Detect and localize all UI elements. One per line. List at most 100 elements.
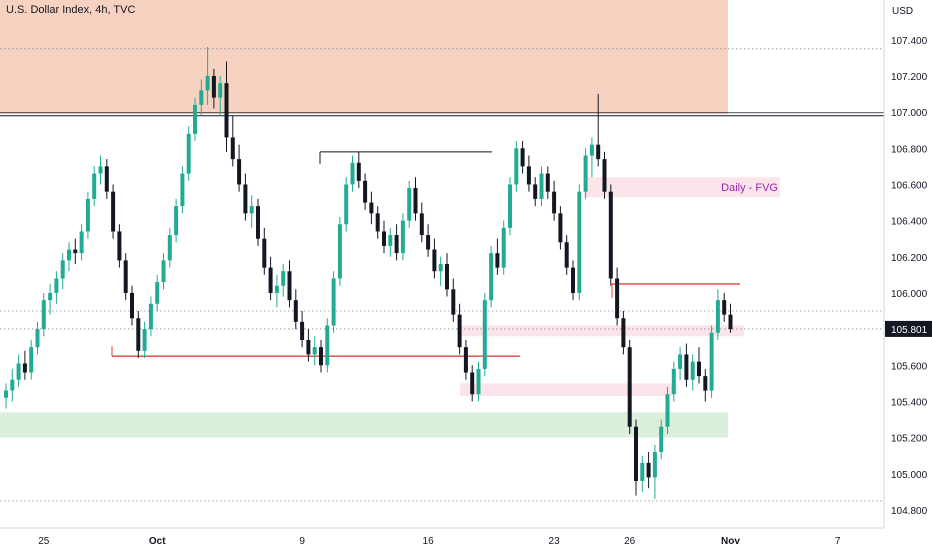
candle-body <box>29 347 34 373</box>
candle-body <box>337 224 342 279</box>
candle-body <box>281 271 286 286</box>
candle <box>697 347 701 384</box>
candle-body <box>602 159 607 192</box>
candle <box>665 386 670 434</box>
candle-body <box>608 191 613 279</box>
candle <box>558 206 563 250</box>
symbol-title[interactable]: U.S. Dollar Index, 4h, TVC <box>6 4 136 16</box>
candle <box>274 274 279 308</box>
candle <box>300 311 305 348</box>
candle-body <box>325 325 330 366</box>
candle-body <box>48 292 53 301</box>
candle-body <box>111 191 116 232</box>
candle <box>268 256 273 301</box>
candle <box>224 61 229 152</box>
candle-body <box>148 303 153 330</box>
candle <box>728 303 733 333</box>
currency-label[interactable]: USD <box>892 6 914 17</box>
candle-body <box>130 292 134 319</box>
candle-body <box>634 426 638 481</box>
candle-body <box>85 198 90 232</box>
demand-zone <box>0 412 728 438</box>
candle-body <box>652 452 657 478</box>
candle-body <box>407 188 412 221</box>
candle <box>155 274 160 312</box>
supply-zone <box>0 0 728 114</box>
candle <box>382 220 386 254</box>
candle <box>60 253 65 290</box>
candle <box>615 267 620 326</box>
candle-body <box>621 318 626 348</box>
candle-body <box>470 372 475 395</box>
candle <box>715 289 720 340</box>
candle-body <box>508 184 512 228</box>
candle <box>111 184 116 239</box>
levels-layer <box>0 48 884 502</box>
candle-body <box>199 90 204 105</box>
candle-body <box>678 354 683 369</box>
candle-body <box>224 83 229 138</box>
candle-body <box>41 300 46 330</box>
candle-body <box>375 213 380 232</box>
candle-body <box>438 264 443 272</box>
candle-body <box>10 379 15 391</box>
candle-body <box>463 347 468 373</box>
candle <box>123 253 128 301</box>
candle <box>344 177 349 232</box>
candle <box>16 354 21 387</box>
candle-body <box>589 144 594 156</box>
candle-body <box>457 314 462 348</box>
candle <box>596 94 601 167</box>
candle <box>652 444 657 500</box>
candle-body <box>67 249 71 261</box>
y-tick-label: 106.400 <box>891 217 928 228</box>
candle <box>646 452 651 489</box>
candle <box>514 141 519 192</box>
candle-body <box>350 162 355 185</box>
candle-body <box>482 300 487 369</box>
candle <box>684 343 689 387</box>
candle-body <box>558 213 563 243</box>
x-tick-label: 9 <box>299 536 305 547</box>
candle <box>457 303 462 355</box>
candle-body <box>659 426 664 453</box>
candle-body <box>218 83 223 98</box>
x-tick-label: 25 <box>38 536 50 547</box>
y-tick-label: 104.800 <box>891 506 928 517</box>
candle <box>167 227 172 268</box>
candle <box>539 166 544 207</box>
candle <box>205 47 210 105</box>
candle-body <box>306 339 311 355</box>
candle <box>419 202 424 243</box>
candle-body <box>211 75 216 98</box>
candle-body <box>526 166 531 185</box>
candle <box>470 365 475 402</box>
candle-body <box>79 231 84 254</box>
candle <box>671 361 676 402</box>
candle <box>678 347 683 380</box>
candle <box>249 195 254 228</box>
candle-body <box>413 188 418 214</box>
candle-body <box>539 173 544 199</box>
candle-body <box>684 354 689 380</box>
candle <box>41 292 46 337</box>
zones-layer: Daily - FVG <box>0 0 780 438</box>
candle-body <box>445 264 449 290</box>
candle-body <box>142 329 147 351</box>
candle-body <box>319 347 323 366</box>
candle-body <box>161 260 166 283</box>
candle <box>199 79 204 116</box>
candle <box>508 177 512 236</box>
candle <box>262 227 267 275</box>
candle <box>218 75 223 116</box>
candle-body <box>300 321 305 340</box>
candle <box>722 292 727 322</box>
candle <box>10 368 15 402</box>
candle <box>117 224 122 268</box>
candle-body <box>697 361 701 377</box>
candle-body <box>451 289 456 315</box>
candle <box>281 264 286 297</box>
